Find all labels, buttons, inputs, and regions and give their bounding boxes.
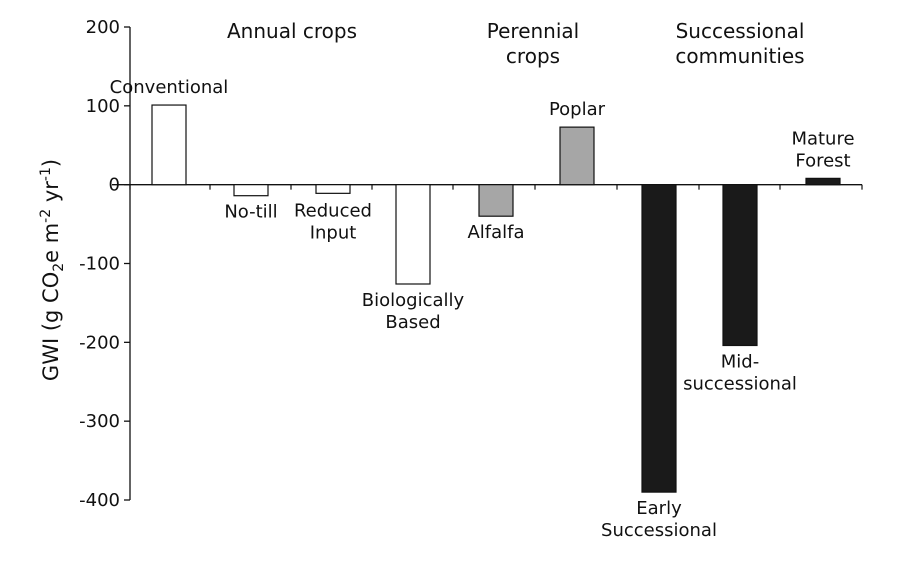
- y-tick-label: 100: [86, 96, 120, 117]
- group-label: Perennial crops: [487, 19, 579, 68]
- bar-label: No-till: [224, 202, 277, 223]
- group-label: Successional communities: [675, 19, 804, 68]
- y-tick-label: 200: [86, 17, 120, 38]
- bar: [478, 184, 514, 217]
- bar: [315, 184, 351, 194]
- y-axis-label: GWI (g CO2e m-2 yr-1): [38, 159, 67, 381]
- bar: [151, 104, 187, 186]
- bar-label: Biologically Based: [362, 290, 465, 333]
- bar: [233, 184, 269, 197]
- bar-label: Early Successional: [601, 498, 717, 541]
- bar: [559, 126, 595, 186]
- bar: [722, 184, 758, 347]
- group-labels: Annual crops Perennial crops Successional co…: [227, 19, 805, 68]
- bar-label: Poplar: [549, 99, 606, 120]
- bar-label: Mid-successional: [683, 351, 797, 394]
- bar: [805, 177, 841, 186]
- bar-label: Alfalfa: [467, 222, 524, 243]
- bar-label: Reduced Input: [294, 201, 372, 244]
- y-tick-label: -400: [79, 490, 120, 511]
- bar-label: Mature Forest: [791, 128, 854, 171]
- bar: [641, 184, 677, 493]
- group-label: Annual crops: [227, 19, 357, 43]
- y-tick-label: -300: [79, 411, 120, 432]
- bar-label: Conventional: [110, 77, 229, 98]
- y-tick-label: -200: [79, 332, 120, 353]
- bar-labels: Conventional No-till Reduced Input Biologica…: [110, 77, 855, 541]
- bars: [151, 104, 841, 493]
- bar: [395, 184, 431, 285]
- y-tick-label: -100: [79, 254, 120, 275]
